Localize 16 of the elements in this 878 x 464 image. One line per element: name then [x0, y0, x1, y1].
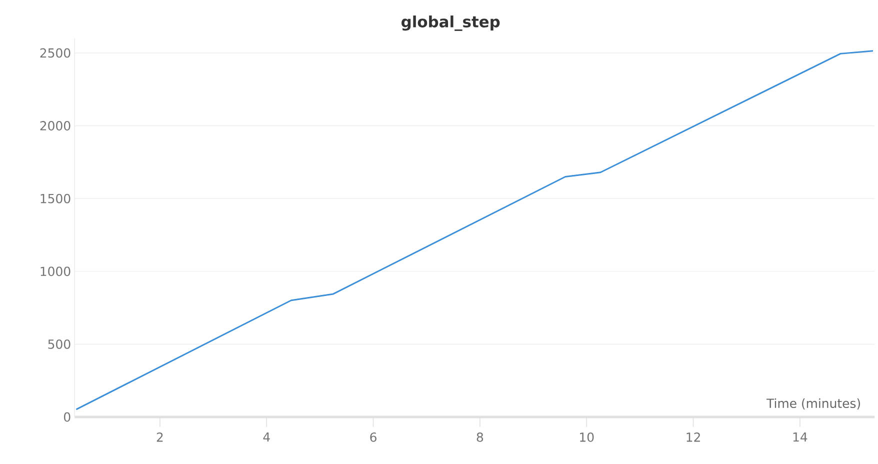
y-tick-label: 2000: [40, 121, 70, 130]
x-tick-label: 4: [263, 432, 270, 442]
y-tick-label: 0: [64, 412, 70, 422]
y-tick-label: 1000: [40, 266, 70, 276]
chart-title: global_step: [402, 16, 500, 31]
x-tick-label: 8: [476, 432, 484, 442]
x-axis-title: Time (minutes): [766, 398, 860, 410]
y-tick-label: 2500: [40, 48, 70, 58]
x-tick-label: 6: [370, 432, 376, 442]
line-series: [75, 50, 874, 410]
x-tick-label: 10: [580, 432, 594, 442]
x-tick-label: 2: [156, 432, 163, 442]
x-tick-label: 12: [686, 432, 700, 442]
y-tick-label: 1500: [40, 194, 70, 204]
x-tick-label: 14: [793, 432, 808, 442]
y-tick-label: 500: [48, 339, 70, 349]
